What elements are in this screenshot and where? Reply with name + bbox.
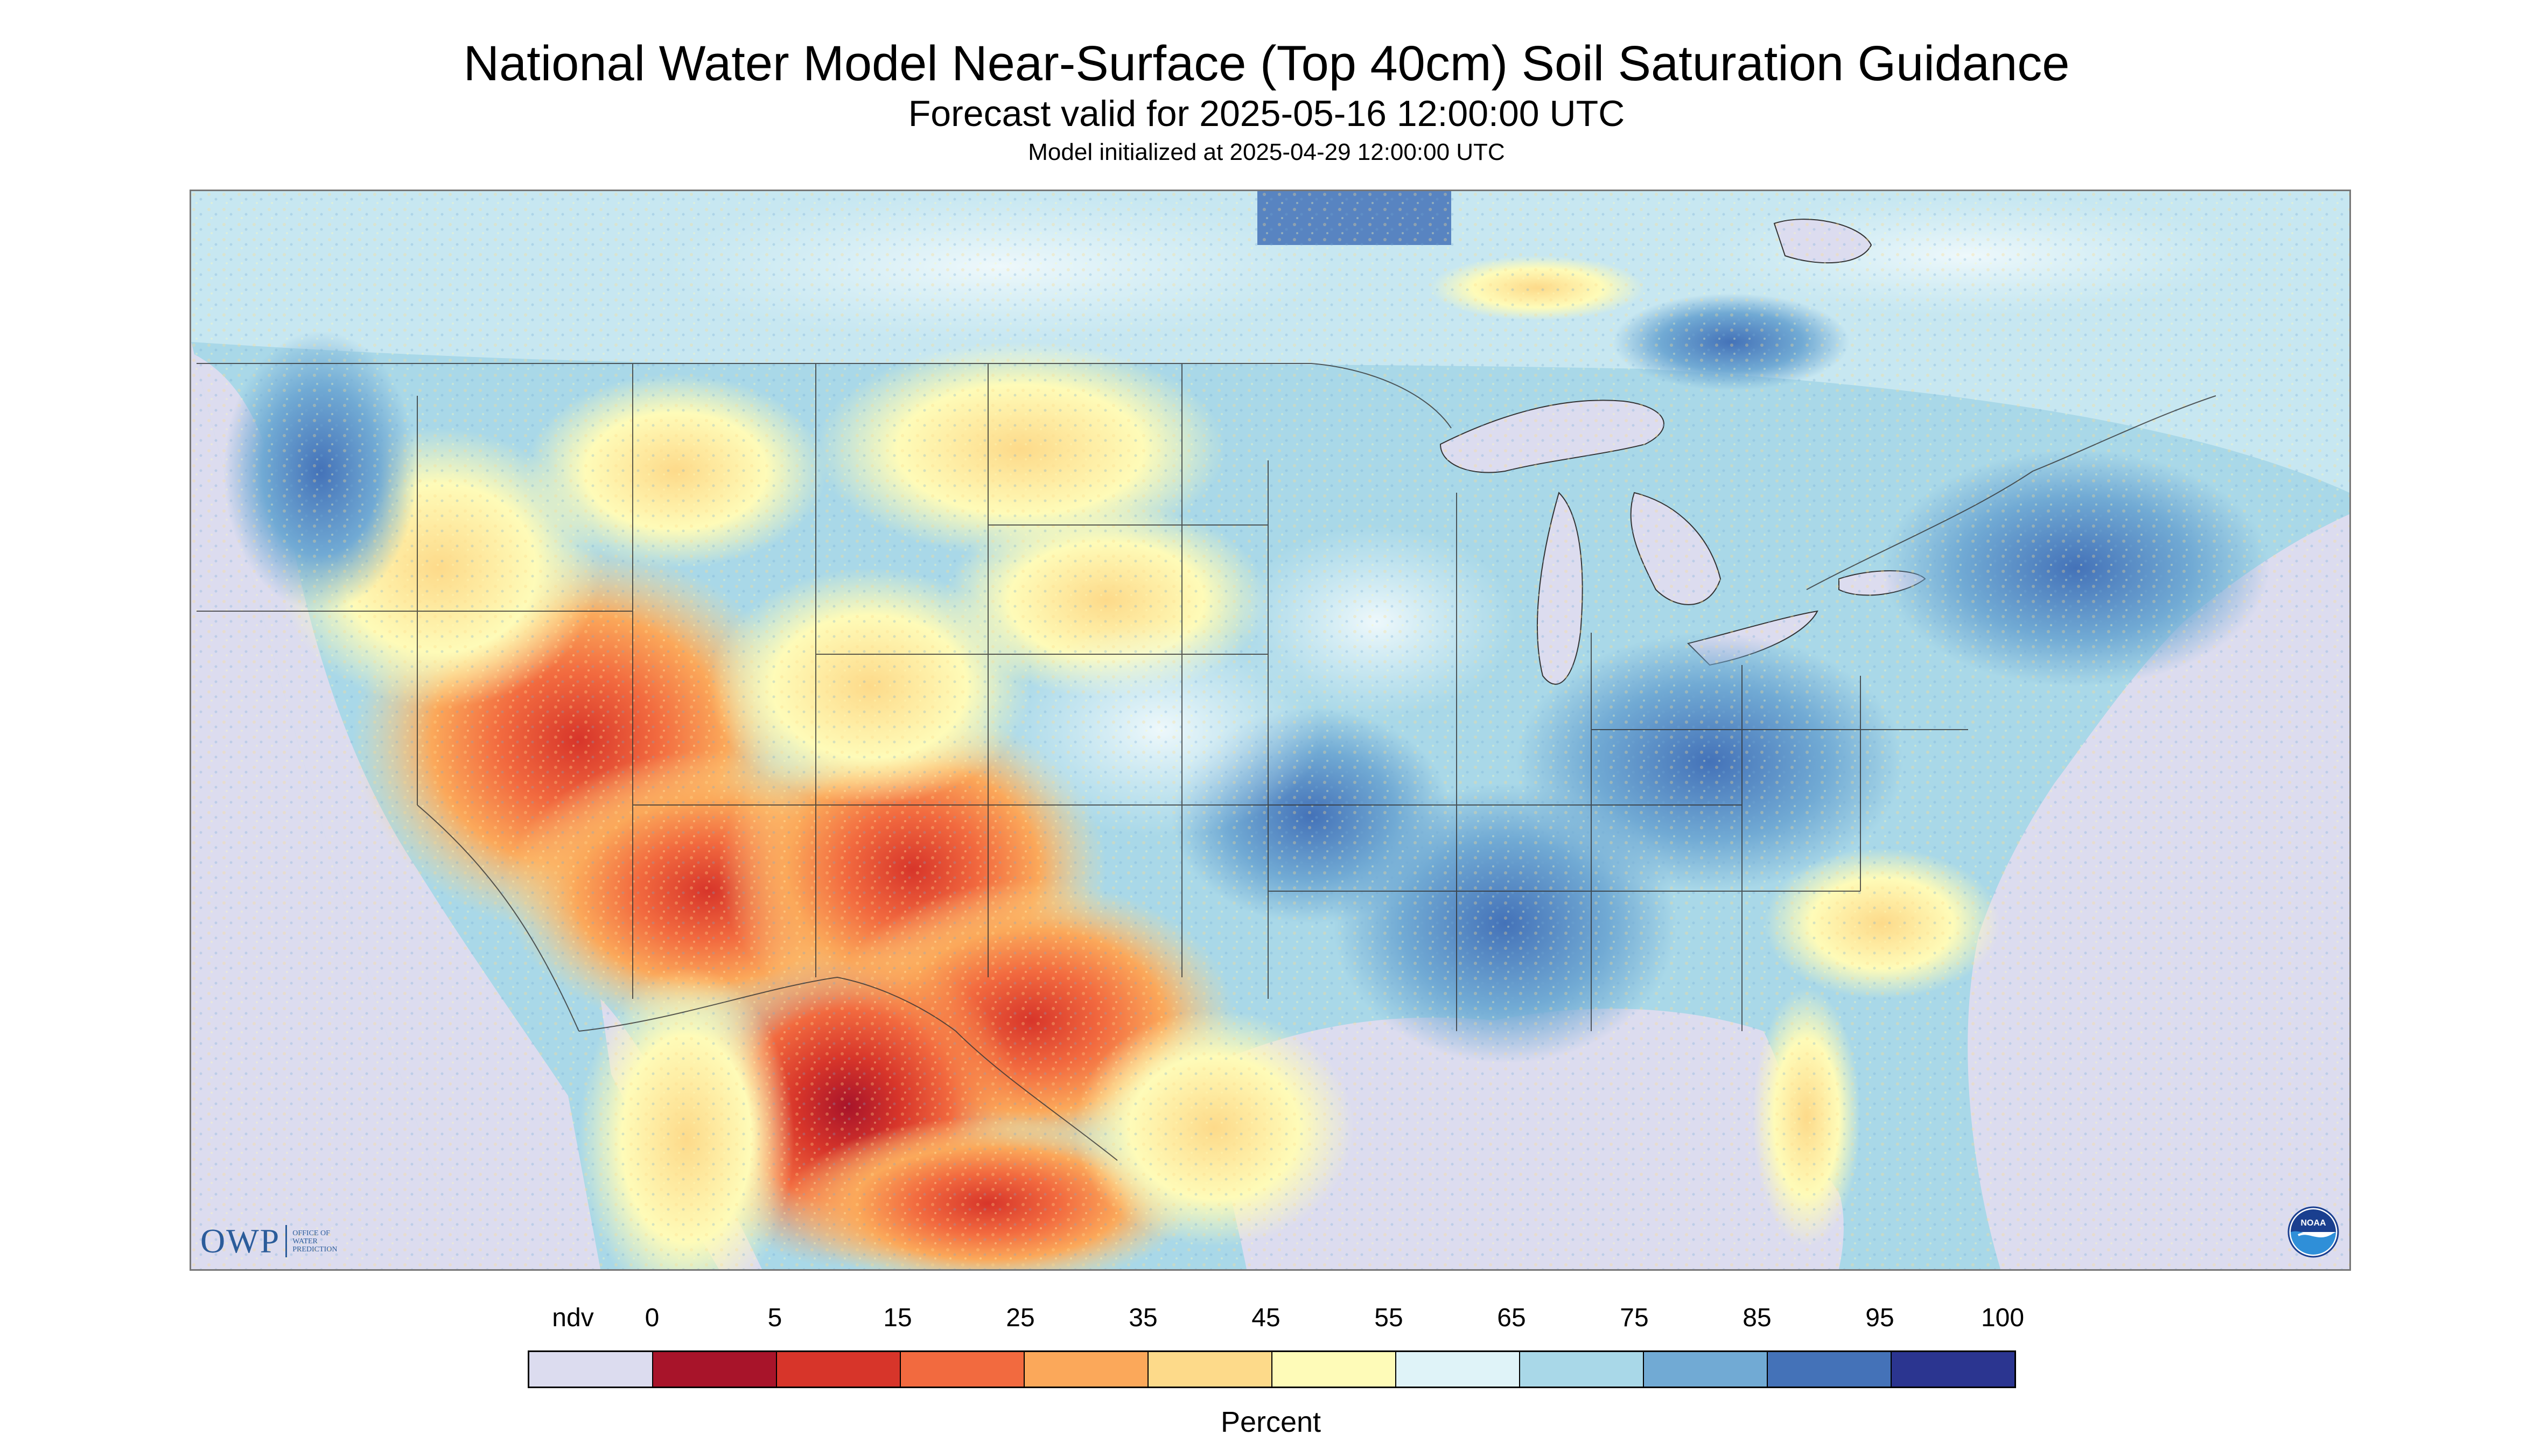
legend-swatch [901,1352,1025,1387]
legend-tick-label: 45 [1251,1304,1281,1332]
owp-logo-text: OWP [200,1222,281,1260]
legend-tick-label: 35 [1129,1304,1158,1332]
legend-swatch [529,1352,653,1387]
legend-tick-label: 85 [1743,1304,1772,1332]
legend-swatch [1149,1352,1272,1387]
legend-tick-label: 55 [1374,1304,1403,1332]
legend-units-label: Percent [1220,1406,1321,1438]
legend-swatch [1272,1352,1396,1387]
map-canvas [191,191,2349,1269]
legend-swatch [1025,1352,1149,1387]
legend-tick-label: ndv [552,1304,594,1332]
legend-tick-label: 100 [1981,1304,2025,1332]
legend-tick-label: 5 [767,1304,782,1332]
legend-tick-label: 95 [1865,1304,1894,1332]
owp-sub-line: OFFICE OF [292,1229,330,1237]
legend-tick-label: 75 [1620,1304,1649,1332]
map-subtitle: Forecast valid for 2025-05-16 12:00:00 U… [908,93,1625,134]
legend-swatch [777,1352,901,1387]
legend-swatch [1768,1352,1892,1387]
owp-logo: OWP OFFICE OF WATER PREDICTION [200,1221,337,1261]
legend-swatch [1644,1352,1768,1387]
legend-swatch [1396,1352,1520,1387]
legend-color-bar [528,1350,2016,1388]
legend-swatch [1520,1352,1644,1387]
owp-sub-line: WATER [292,1237,318,1245]
legend-swatch [1892,1352,2014,1387]
legend-tick-label: 0 [645,1304,660,1332]
legend-tick-label: 15 [883,1304,912,1332]
political-borders [196,363,2216,1161]
soil-saturation-map [190,190,2351,1271]
color-legend: ndv 0 5 15 25 35 45 55 65 75 85 95 100 Percent [528,1303,2024,1454]
map-title: National Water Model Near-Surface (Top 4… [463,36,2070,91]
noaa-logo: NOAA [2287,1206,2339,1258]
owp-logo-subtext: OFFICE OF WATER PREDICTION [292,1229,337,1254]
legend-tick-label: 65 [1497,1304,1526,1332]
texture-overlay [191,191,2349,1269]
legend-tick-label: 25 [1006,1304,1035,1332]
legend-swatch [653,1352,777,1387]
owp-logo-divider [285,1225,288,1257]
noaa-logo-text: NOAA [2300,1219,2326,1228]
model-init-line: Model initialized at 2025-04-29 12:00:00… [1028,139,1505,165]
owp-sub-line: PREDICTION [292,1245,338,1254]
